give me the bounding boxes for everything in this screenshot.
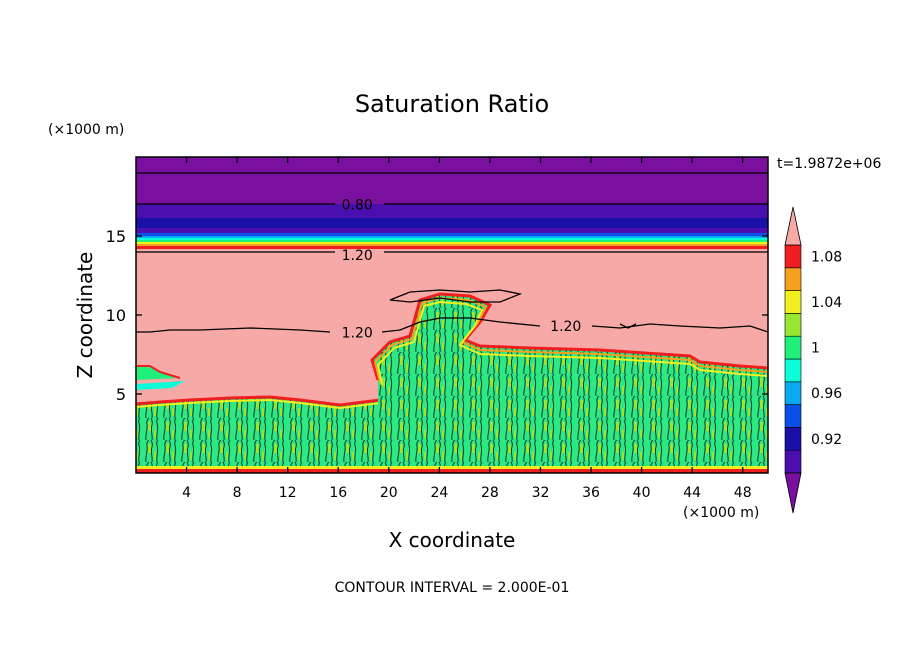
colorbar-box bbox=[784, 381, 802, 405]
x-tick-label: 36 bbox=[582, 485, 600, 501]
y-unit-label: (×1000 m) bbox=[48, 122, 124, 138]
colorbar-box bbox=[784, 335, 802, 360]
y-axis-label: Z coordinate bbox=[73, 252, 97, 379]
x-tick-label: 12 bbox=[279, 485, 297, 501]
x-tick-label: 4 bbox=[182, 485, 191, 501]
contour-label: 0.80 bbox=[342, 197, 373, 213]
colorbar-label: 1 bbox=[811, 341, 820, 357]
colorbar-extend-max bbox=[784, 206, 802, 246]
colorbar-box bbox=[784, 358, 802, 383]
x-axis-ticks: 4 8 12 16 20 24 28 32 36 40 44 48 bbox=[182, 157, 752, 501]
x-tick-label: 24 bbox=[430, 485, 448, 501]
y-tick-label: 5 bbox=[116, 385, 126, 404]
y-tick-label: 15 bbox=[106, 227, 126, 246]
x-tick-label: 20 bbox=[380, 485, 398, 501]
deep-convective-cloud bbox=[372, 294, 768, 473]
x-tick-label: 40 bbox=[633, 485, 651, 501]
x-tick-label: 28 bbox=[481, 485, 499, 501]
x-tick-label: 32 bbox=[532, 485, 550, 501]
time-label: t=1.9872e+06 bbox=[777, 156, 881, 172]
chart-title: Saturation Ratio bbox=[355, 90, 549, 118]
colorbar-extend-min bbox=[784, 472, 802, 514]
colorbar-box bbox=[784, 267, 802, 291]
plot-field bbox=[135, 156, 769, 474]
x-tick-label: 48 bbox=[734, 485, 752, 501]
colorbar-box bbox=[784, 427, 802, 451]
contour-interval-footer: CONTOUR INTERVAL = 2.000E-01 bbox=[335, 580, 570, 596]
colorbar-box bbox=[784, 449, 802, 474]
colorbar-label: 1.08 bbox=[811, 249, 842, 265]
x-tick-label: 8 bbox=[233, 485, 242, 501]
x-unit-label: (×1000 m) bbox=[683, 505, 759, 521]
contour-label: 1.20 bbox=[342, 248, 373, 264]
x-tick-label: 44 bbox=[683, 485, 701, 501]
colorbar-box bbox=[784, 313, 802, 337]
colorbar-box bbox=[784, 244, 802, 269]
colorbar: 1.08 1.04 1 0.96 0.92 bbox=[784, 206, 842, 514]
colorbar-label: 0.92 bbox=[811, 432, 842, 448]
y-axis-ticks: 5 10 15 bbox=[106, 227, 768, 404]
contour-labels: 0.80 1.20 1.20 1.20 bbox=[342, 197, 582, 341]
x-tick-label: 16 bbox=[329, 485, 347, 501]
contour-label: 1.20 bbox=[342, 325, 373, 341]
colorbar-box bbox=[784, 290, 802, 314]
contour-label: 1.20 bbox=[550, 319, 581, 335]
y-tick-label: 10 bbox=[106, 306, 126, 325]
colorbar-label: 0.96 bbox=[811, 386, 842, 402]
x-axis-label: X coordinate bbox=[389, 528, 516, 552]
colorbar-box bbox=[784, 404, 802, 428]
colorbar-label: 1.04 bbox=[811, 295, 842, 311]
